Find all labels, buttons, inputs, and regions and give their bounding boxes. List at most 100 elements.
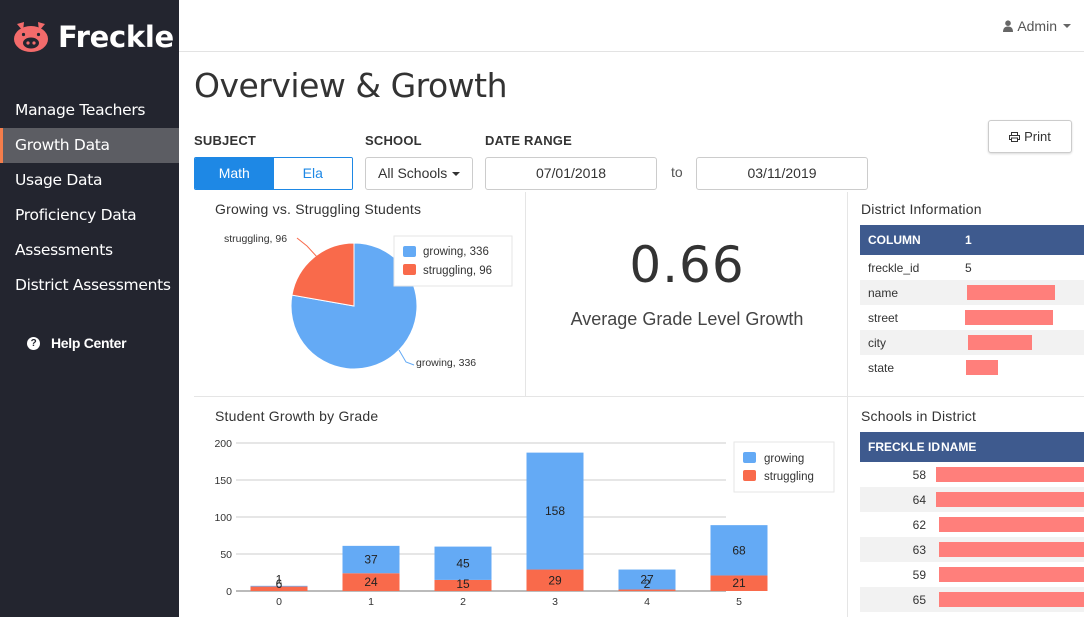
- divider: [847, 396, 1084, 397]
- sidebar-item-proficiency-data[interactable]: Proficiency Data: [15, 206, 137, 224]
- pie-callout-growing: growing, 336: [416, 357, 476, 369]
- column-header: COLUMN: [868, 233, 921, 247]
- row-key: state: [868, 360, 895, 375]
- freckle-logo[interactable]: Freckle: [12, 20, 174, 54]
- bar-legend-struggling: struggling: [764, 471, 814, 483]
- x-tick-label: 2: [460, 596, 466, 608]
- y-tick-label: 150: [214, 475, 232, 487]
- printer-icon: [1009, 132, 1021, 142]
- table-row[interactable]: 58: [860, 462, 1084, 487]
- bar-label-growing: 1: [276, 573, 283, 587]
- school-select-value: All Schools: [378, 165, 448, 181]
- redacted-value: [966, 360, 998, 375]
- y-tick-label: 100: [214, 512, 232, 524]
- bar-struggling[interactable]: [434, 579, 492, 591]
- bar-label-growing: 68: [732, 543, 746, 557]
- bar-legend: growing struggling: [733, 441, 835, 493]
- bar-growing[interactable]: [250, 585, 308, 587]
- help-center-link[interactable]: ? Help Center: [27, 335, 127, 351]
- pie-slice-struggling[interactable]: [291, 242, 355, 307]
- divider: [194, 396, 847, 397]
- school-id: 58: [912, 467, 926, 482]
- bar-struggling[interactable]: [526, 569, 584, 591]
- bar-growing[interactable]: [342, 545, 400, 574]
- bar-label-growing: 158: [545, 504, 565, 518]
- sidebar-item-assessments[interactable]: Assessments: [15, 241, 113, 259]
- bar-growing[interactable]: [434, 546, 492, 580]
- bar-growing[interactable]: [526, 452, 584, 570]
- bar-label-struggling: 2: [644, 577, 651, 591]
- table-row[interactable]: 62: [860, 512, 1084, 537]
- bar-label-struggling: 15: [456, 577, 470, 591]
- table-header: FRECKLE ID NAME: [860, 432, 1084, 462]
- schools-table: FRECKLE ID NAME 58 64 62 63 59 65: [860, 432, 1084, 612]
- help-center-label: Help Center: [51, 335, 127, 351]
- school-id: 63: [912, 542, 926, 557]
- schools-title: Schools in District: [861, 408, 977, 424]
- table-row[interactable]: 59: [860, 562, 1084, 587]
- legend-swatch-struggling: [403, 264, 416, 275]
- column-header[interactable]: NAME: [941, 440, 977, 454]
- table-row[interactable]: 65: [860, 587, 1084, 612]
- subject-option-ela[interactable]: Ela: [273, 158, 352, 189]
- district-info-title: District Information: [861, 201, 982, 217]
- redacted-value: [967, 285, 1055, 300]
- top-bar: Admin: [179, 0, 1084, 52]
- app-name: Freckle: [58, 20, 174, 54]
- table-row: freckle_id 5: [860, 255, 1084, 280]
- bar-label-growing: 27: [640, 573, 654, 587]
- chevron-down-icon: [1063, 24, 1071, 28]
- x-tick-label: 3: [552, 596, 558, 608]
- table-header: COLUMN 1: [860, 225, 1084, 255]
- user-menu[interactable]: Admin: [1003, 18, 1071, 34]
- user-name: Admin: [1017, 18, 1057, 34]
- pie-callout-struggling: struggling, 96: [224, 233, 287, 245]
- page-title: Overview & Growth: [194, 66, 508, 105]
- bar-growing[interactable]: [710, 525, 768, 576]
- date-range-label: DATE RANGE: [485, 133, 572, 148]
- chevron-down-icon: [452, 172, 460, 176]
- subject-option-math[interactable]: Math: [195, 158, 274, 189]
- pig-logo-icon: [14, 22, 48, 52]
- divider: [525, 192, 526, 396]
- date-to-input[interactable]: 03/11/2019: [696, 157, 868, 190]
- print-button[interactable]: Print: [988, 120, 1072, 153]
- bar-growing[interactable]: [618, 569, 676, 590]
- average-growth-label: Average Grade Level Growth: [570, 309, 804, 329]
- sidebar-item-growth-data[interactable]: Growth Data: [0, 128, 179, 163]
- redacted-value: [939, 542, 1084, 557]
- sidebar: Freckle Manage Teachers Growth Data Usag…: [0, 0, 179, 617]
- divider: [847, 192, 848, 617]
- print-label: Print: [1024, 129, 1051, 144]
- bar-struggling[interactable]: [250, 586, 308, 591]
- table-row[interactable]: 64: [860, 487, 1084, 512]
- bar-struggling[interactable]: [710, 575, 768, 591]
- sidebar-item-district-assessments[interactable]: District Assessments: [15, 276, 171, 294]
- legend-swatch-growing: [743, 452, 756, 463]
- school-label: SCHOOL: [365, 133, 422, 148]
- bar-label-growing: 45: [456, 556, 470, 570]
- table-row: state: [860, 355, 1084, 380]
- bar-chart-title: Student Growth by Grade: [215, 408, 379, 424]
- date-from-input[interactable]: 07/01/2018: [485, 157, 657, 190]
- sidebar-item-usage-data[interactable]: Usage Data: [15, 171, 103, 189]
- y-tick-label: 200: [214, 438, 232, 450]
- school-select[interactable]: All Schools: [365, 157, 473, 190]
- table-row[interactable]: 63: [860, 537, 1084, 562]
- column-header[interactable]: FRECKLE ID: [868, 440, 940, 454]
- legend-swatch-growing: [403, 246, 416, 257]
- x-tick-label: 1: [368, 596, 374, 608]
- redacted-value: [936, 467, 1084, 482]
- bar-struggling[interactable]: [618, 589, 676, 591]
- table-row: street: [860, 305, 1084, 330]
- y-tick-label: 50: [220, 549, 232, 561]
- pie-legend-struggling: struggling, 96: [423, 265, 492, 277]
- bar-label-growing: 37: [364, 553, 378, 567]
- x-tick-label: 5: [736, 596, 742, 608]
- bar-struggling[interactable]: [342, 573, 400, 591]
- table-row: name: [860, 280, 1084, 305]
- sidebar-item-manage-teachers[interactable]: Manage Teachers: [15, 101, 146, 119]
- table-row: city: [860, 330, 1084, 355]
- bar-legend-growing: growing: [764, 453, 804, 465]
